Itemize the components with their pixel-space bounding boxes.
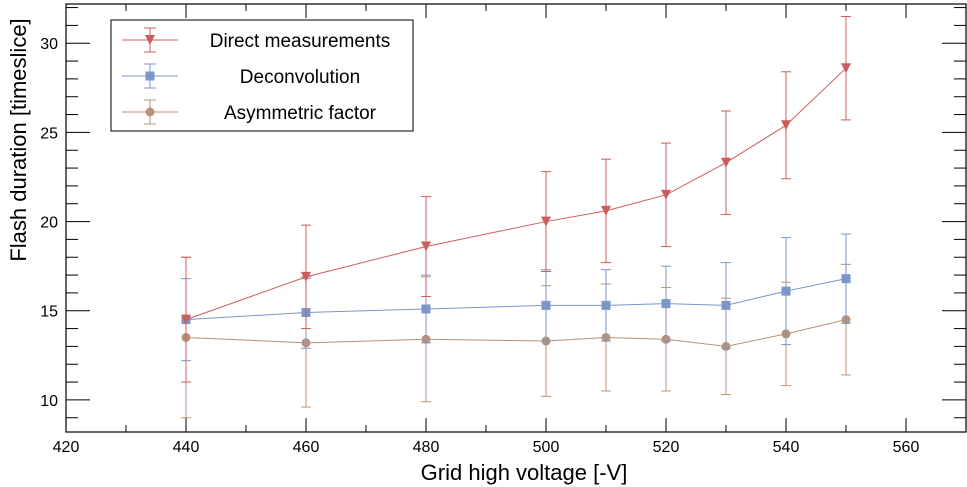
x-axis-title: Grid high voltage [-V] — [421, 460, 628, 485]
series-layer — [181, 15, 851, 419]
point-marker-square — [421, 304, 431, 314]
point-marker-triangle — [601, 205, 611, 216]
point-marker-square — [661, 299, 671, 309]
plot-frame-layer — [65, 3, 967, 433]
point-marker-triangle — [145, 35, 155, 45]
y-tick-label: 20 — [40, 215, 58, 232]
plot-frame — [65, 3, 967, 433]
point-marker-square — [541, 300, 551, 310]
series-direct-measurements — [181, 15, 851, 383]
series-asymmetric-factor — [181, 256, 851, 419]
point-marker-triangle — [721, 157, 731, 168]
y-tick-label: 30 — [40, 36, 58, 53]
x-tick-label: 420 — [53, 439, 80, 456]
point-marker-square — [721, 300, 731, 310]
legend: Direct measurements Deconvolution Asymmetr… — [110, 19, 414, 132]
x-tick-label: 540 — [773, 439, 800, 456]
point-marker-triangle — [661, 189, 671, 200]
x-tick-label: 480 — [413, 439, 440, 456]
point-marker-square — [601, 300, 611, 310]
legend-entry: Deconvolution — [122, 63, 360, 89]
point-marker-square — [841, 274, 851, 284]
y-tick-label: 15 — [40, 304, 58, 321]
legend-label: Asymmetric factor — [224, 103, 377, 124]
point-marker-triangle — [301, 271, 311, 282]
point-marker-triangle — [841, 63, 851, 74]
x-tick-label: 520 — [653, 439, 680, 456]
y-tick-label: 10 — [40, 393, 58, 410]
y-axis-title: Flash duration [timeslice] — [6, 18, 31, 261]
point-marker-circle — [145, 107, 155, 117]
point-marker-triangle — [541, 216, 551, 227]
legend-entry: Asymmetric factor — [122, 99, 377, 125]
point-marker-triangle — [181, 314, 191, 325]
x-tick-label: 500 — [533, 439, 560, 456]
x-tick-label: 440 — [173, 439, 200, 456]
point-marker-triangle — [781, 120, 791, 131]
point-marker-square — [145, 71, 155, 81]
legend-entry: Direct measurements — [122, 27, 391, 53]
x-tick-label: 560 — [893, 439, 920, 456]
y-tick-label: 25 — [40, 125, 58, 142]
legend-label: Direct measurements — [210, 31, 391, 52]
point-marker-triangle — [421, 241, 431, 252]
legend-label: Deconvolution — [240, 67, 360, 88]
ticks-layer: 420 440 460 480 500 520 540 560 10 15 20 25 30 — [40, 4, 967, 456]
point-marker-square — [781, 286, 791, 296]
series-line — [185, 319, 847, 347]
x-tick-label: 460 — [293, 439, 320, 456]
